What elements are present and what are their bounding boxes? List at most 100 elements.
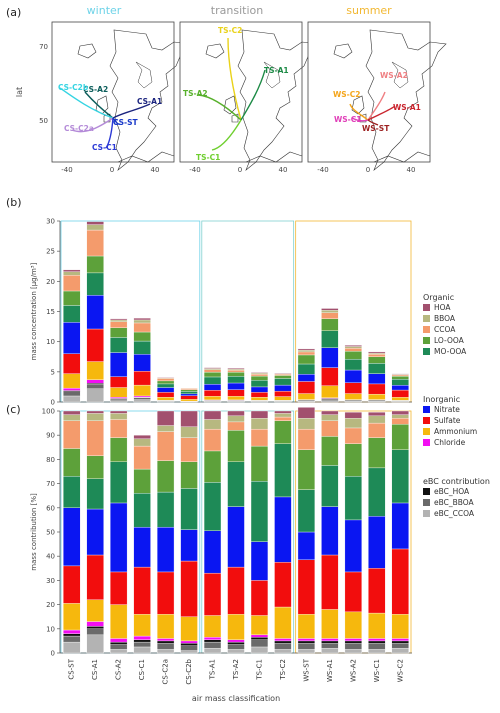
bar-segment [180, 395, 198, 400]
bar-segment [391, 614, 409, 639]
bar-segment [133, 635, 151, 640]
map-winter-xtick: 40 [151, 166, 160, 174]
bar-segment [180, 399, 198, 402]
bar-segment [133, 493, 151, 528]
route-ts-c1 [211, 119, 242, 151]
panel-label-a: (a) [6, 6, 21, 19]
legend-title: Organic [423, 293, 454, 302]
bar-segment [344, 348, 362, 352]
bar-segment [344, 346, 362, 349]
bar-segment [368, 351, 386, 354]
map-transition-xtick: 40 [279, 166, 288, 174]
bar-segment [297, 351, 316, 356]
bar-segment [156, 377, 175, 379]
bar-segment [156, 431, 175, 461]
bar-segment [368, 437, 386, 469]
bar-segment [368, 516, 386, 569]
bar-segment [391, 410, 409, 415]
bar-segment [63, 633, 81, 637]
legend-swatch [423, 304, 430, 311]
map-ytick-70: 70 [39, 43, 48, 51]
route-label: TS-A2 [183, 89, 208, 98]
bar-segment [368, 363, 386, 374]
bar-segment [297, 531, 316, 561]
bar-segment [180, 461, 198, 489]
bar-segment [321, 308, 339, 311]
bar-segment [86, 626, 104, 629]
x-tick-label: CS-ST [68, 658, 76, 679]
bar-segment [250, 374, 269, 377]
bar-segment [391, 640, 409, 644]
summer-routes [349, 91, 396, 126]
bar-segment [133, 317, 151, 321]
bar-segment [156, 396, 175, 401]
bar-segment [203, 428, 222, 452]
bar-segment [274, 410, 292, 414]
x-tick-label: TS-C1 [255, 659, 263, 681]
bar-segment [110, 413, 128, 420]
y-tick-label: 100 [42, 408, 55, 416]
bar-segment [297, 407, 316, 419]
x-axis-label: air mass classification [192, 694, 280, 703]
bar-segment [297, 363, 316, 375]
bar-segment [180, 391, 198, 395]
bar-segment [250, 396, 269, 401]
bar-segment [344, 393, 362, 400]
bar-segment [133, 399, 151, 403]
season-title-summer: summer [346, 4, 392, 17]
y-tick-label: 10 [46, 625, 55, 633]
bar-segment [63, 271, 81, 276]
bar-segment [391, 502, 409, 550]
x-tick-label: TS-C2 [279, 659, 287, 681]
route-label: TS-A1 [264, 66, 289, 75]
bar-segment [203, 396, 222, 401]
bar-segment [86, 634, 104, 654]
bar-segment [156, 392, 175, 398]
legend-label: HOA [434, 303, 451, 312]
bar-segment [368, 422, 386, 438]
bar-segment [86, 221, 104, 225]
bar-segment [180, 393, 198, 396]
bar-segment [156, 614, 175, 639]
x-tick-label: WS-ST [302, 658, 310, 681]
bar-segment [274, 390, 292, 397]
bar-segment [110, 502, 128, 573]
coastline [373, 151, 431, 163]
x-tick-label: TS-A2 [232, 659, 240, 680]
bar-segment [133, 639, 151, 643]
bar-segment [274, 375, 292, 379]
bar-segment [274, 396, 292, 401]
bar-segment [63, 387, 81, 391]
bar-segment [203, 410, 222, 420]
bar-segment [297, 449, 316, 490]
bar-segment [110, 604, 128, 639]
bar-segment [63, 507, 81, 567]
bar-segment [156, 571, 175, 615]
legend-label: eBC_BBOA [434, 498, 475, 507]
bar-segment [203, 369, 222, 373]
bar-segment [180, 389, 198, 392]
bar-segment [344, 412, 362, 419]
chart-b: 0 5 10 15 20 25 30 mass concentration [µg/m³] [30, 218, 412, 407]
bar-segment [156, 378, 175, 382]
bar-segment [180, 388, 198, 390]
bar-segment [368, 638, 386, 642]
bar-segment [297, 649, 316, 654]
bar-segment [297, 638, 316, 642]
route-label: WS-C2 [333, 90, 361, 99]
bar-segment [321, 318, 339, 331]
bar-segment [321, 420, 339, 437]
bar-segment [110, 352, 128, 377]
bar-segment [250, 445, 269, 482]
route-ts-a2 [197, 94, 242, 121]
bar-segment [86, 272, 104, 296]
route-label: WS-C1 [334, 115, 362, 124]
bar-segment [321, 465, 339, 507]
legend-swatch [423, 326, 430, 333]
bar-segment [86, 295, 104, 330]
bar-segment [133, 371, 151, 386]
bar-segment [274, 372, 292, 374]
y-tick-label: 50 [46, 529, 55, 537]
bar-segment [250, 386, 269, 393]
bar-segment [227, 506, 245, 568]
